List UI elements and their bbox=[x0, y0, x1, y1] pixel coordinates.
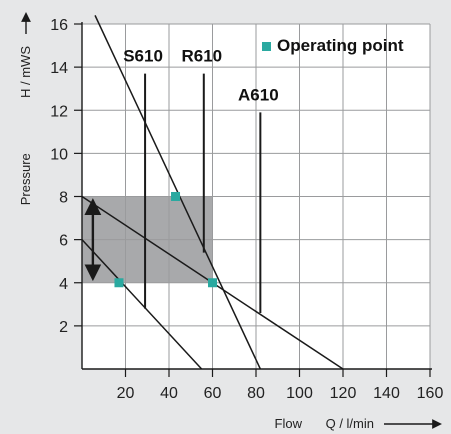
operating-point-marker bbox=[114, 278, 124, 288]
y-tick-label: 4 bbox=[59, 276, 68, 293]
series-label-r610: R610 bbox=[181, 47, 222, 66]
x-tick-label: 120 bbox=[330, 385, 357, 402]
operating-point-marker bbox=[208, 278, 217, 288]
x-tick-label: 40 bbox=[160, 385, 178, 402]
legend-label: Operating point bbox=[277, 36, 404, 55]
y-tick-label: 2 bbox=[59, 319, 68, 336]
series-label-s610: S610 bbox=[123, 47, 163, 66]
x-tick-label: 160 bbox=[417, 385, 444, 402]
pump-curve bbox=[81, 239, 203, 370]
series-label-a610: A610 bbox=[238, 85, 279, 104]
operating-point-marker bbox=[171, 192, 181, 201]
x-axis-label: Q / l/min bbox=[326, 416, 374, 431]
x-tick-label: 100 bbox=[286, 385, 313, 402]
x-tick-label: 80 bbox=[247, 385, 265, 402]
y-tick-label: 12 bbox=[50, 103, 68, 120]
x-tick-label: 60 bbox=[204, 385, 222, 402]
x-axis-prefix: Flow bbox=[275, 416, 303, 431]
y-tick-label: 16 bbox=[50, 17, 68, 34]
y-axis-prefix: Pressure bbox=[18, 153, 33, 205]
y-tick-label: 14 bbox=[50, 60, 68, 77]
x-tick-label: 140 bbox=[373, 385, 400, 402]
y-axis-label: H / mWS bbox=[18, 46, 33, 98]
y-tick-label: 8 bbox=[59, 190, 68, 207]
y-tick-label: 10 bbox=[50, 146, 68, 163]
y-tick-label: 6 bbox=[59, 233, 68, 250]
x-tick-label: 20 bbox=[117, 385, 135, 402]
legend-marker bbox=[262, 42, 271, 51]
